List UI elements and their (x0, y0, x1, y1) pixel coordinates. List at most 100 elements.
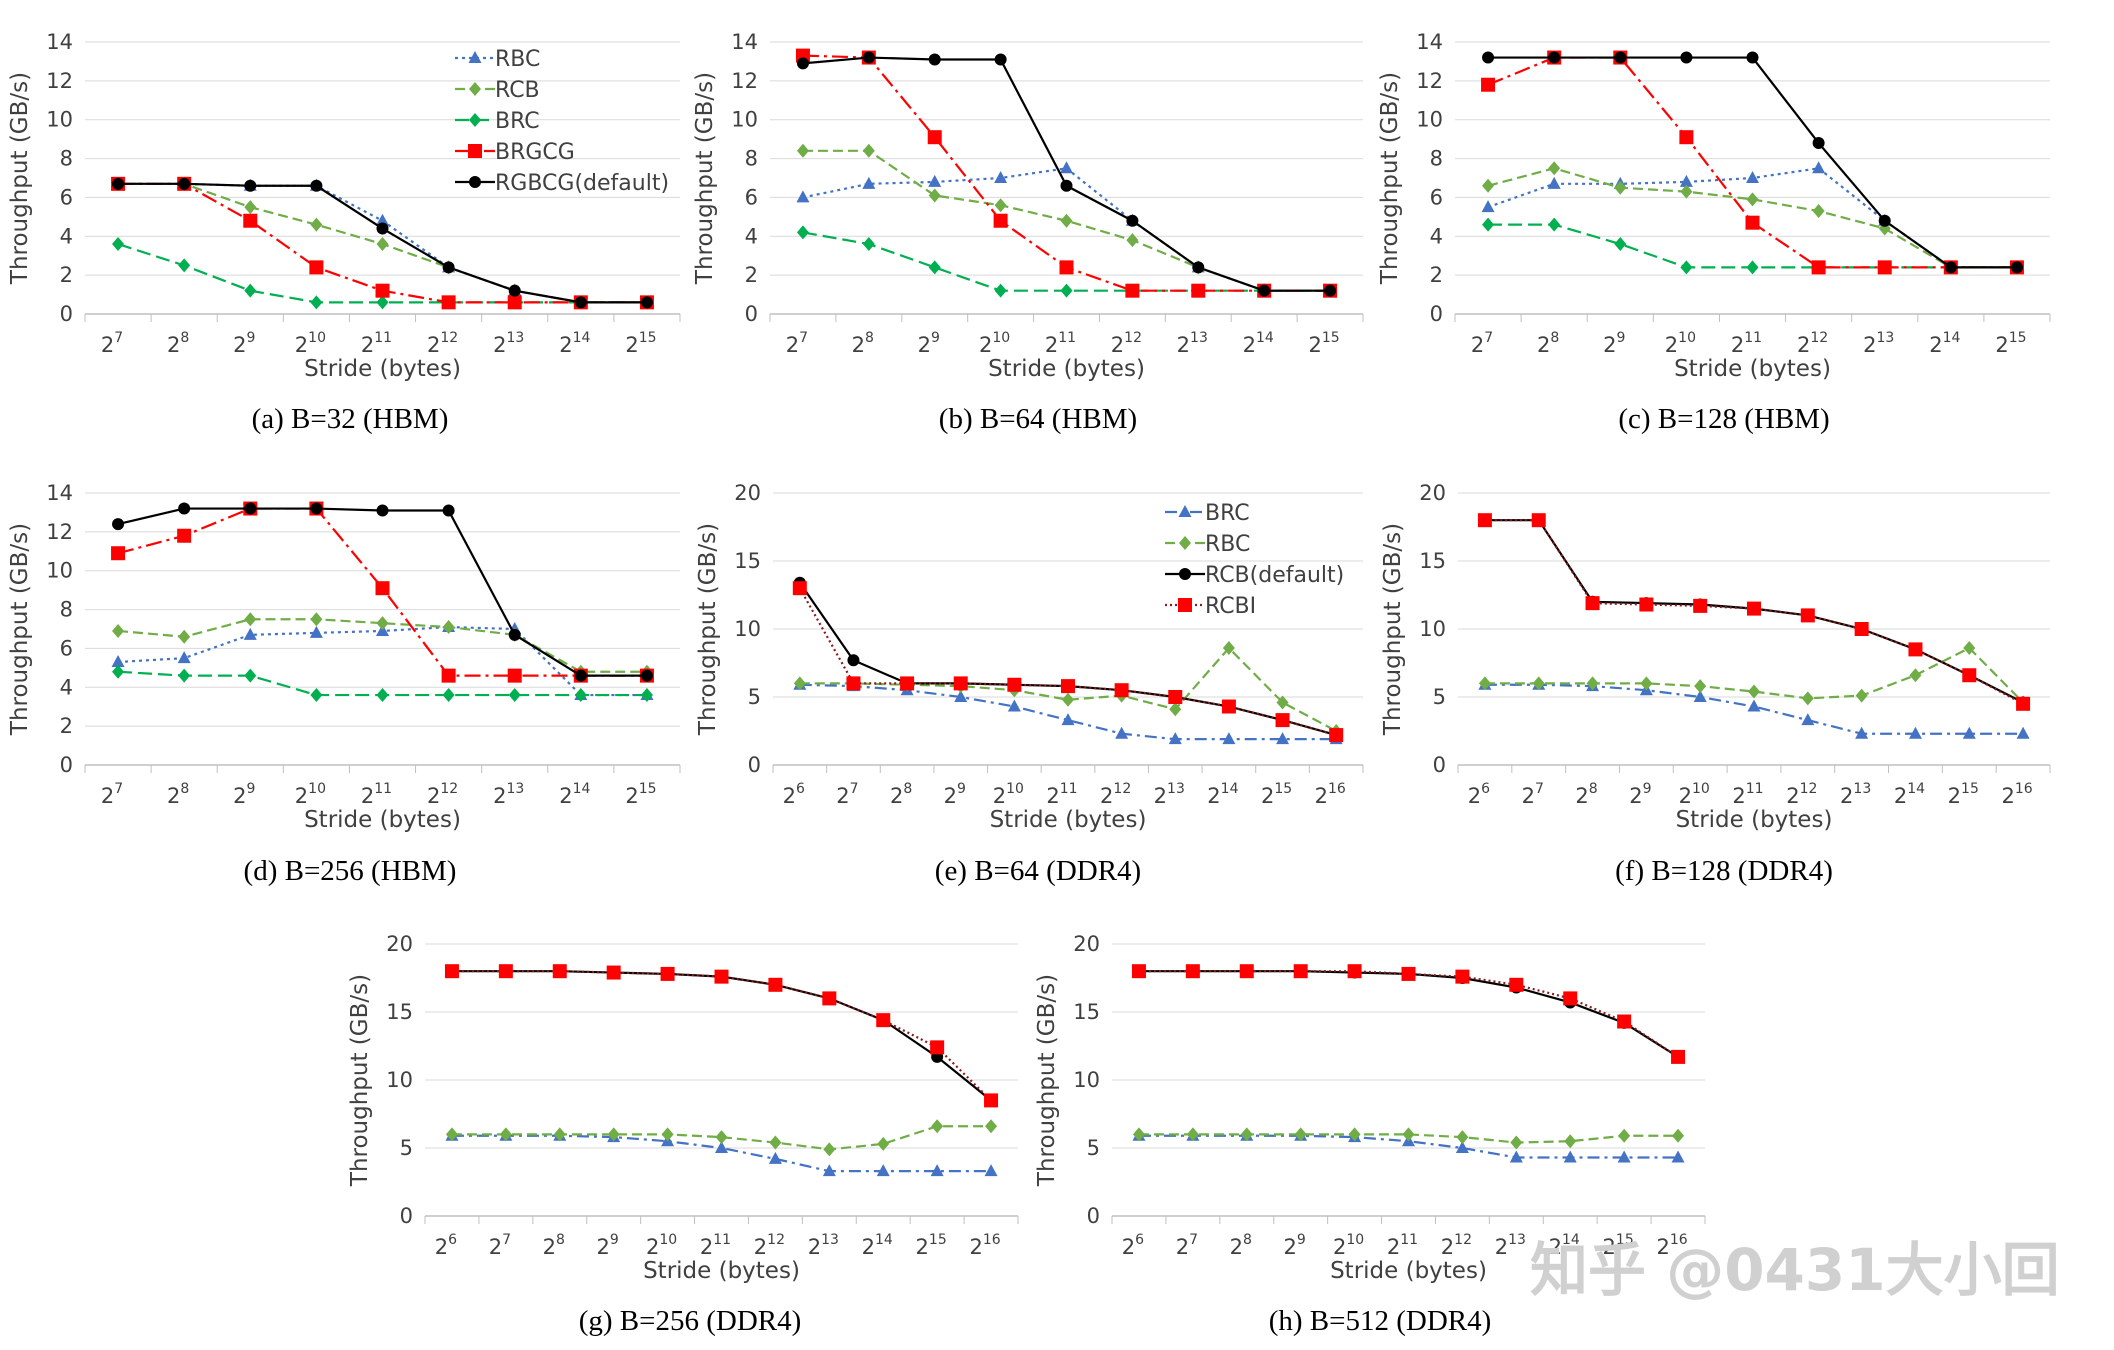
data-point (508, 688, 521, 703)
data-point (1131, 964, 1146, 979)
data-point (1617, 1150, 1631, 1163)
data-point (877, 1136, 890, 1151)
y-tick-label: 8 (1430, 147, 1443, 171)
data-point (112, 177, 125, 190)
x-tick-label: 216 (2001, 781, 2032, 808)
data-point (1812, 161, 1826, 174)
data-point (1060, 179, 1073, 192)
data-point (876, 1013, 891, 1028)
legend-entry: RGBCG(default) (495, 171, 669, 196)
data-point (1294, 1127, 1307, 1142)
y-tick-label: 14 (1416, 30, 1443, 54)
data-point (507, 668, 522, 683)
y-tick-label: 14 (46, 481, 73, 505)
data-point (244, 200, 257, 215)
series-line-rcbi (1484, 519, 2024, 705)
data-point (552, 964, 567, 979)
data-point (2016, 726, 2030, 739)
y-tick-label: 0 (1087, 1204, 1100, 1228)
data-point (112, 623, 125, 638)
data-point (310, 179, 323, 192)
y-tick-label: 6 (60, 185, 73, 209)
y-tick-label: 10 (46, 559, 73, 583)
x-tick-label: 27 (1522, 781, 1544, 808)
series-line-brc (451, 1134, 992, 1173)
x-tick-label: 211 (361, 330, 392, 357)
data-point (768, 977, 783, 992)
x-tick-label: 213 (1495, 1232, 1526, 1259)
x-tick-label: 27 (101, 330, 123, 357)
x-tick-label: 210 (1333, 1232, 1364, 1259)
legend-marker (469, 82, 481, 96)
chart-b: 0 2 4 6 8 10 12 14 27 28 29 210 211 212 213 214 215 Strid… (692, 30, 1364, 435)
y-tick-label: 4 (60, 675, 73, 699)
data-point (1855, 726, 1869, 739)
data-point (177, 528, 192, 543)
data-point (607, 1127, 620, 1142)
series-line-rbc (451, 1125, 992, 1151)
x-tick-label: 214 (1207, 781, 1238, 808)
data-point (792, 581, 807, 596)
data-point (310, 612, 323, 627)
data-point (769, 1135, 782, 1150)
data-point (1061, 713, 1075, 726)
data-point (243, 627, 257, 640)
data-point (111, 546, 126, 561)
x-tick-label: 213 (493, 781, 524, 808)
data-point (310, 217, 323, 232)
y-tick-label: 10 (1416, 108, 1443, 132)
legend-entry: RCBI (1205, 594, 1256, 619)
data-point (1126, 233, 1139, 248)
data-point (993, 213, 1008, 228)
data-point (508, 628, 521, 641)
y-tick-label: 4 (1430, 224, 1443, 248)
y-tick-label: 0 (60, 753, 73, 777)
data-point (1191, 283, 1206, 298)
y-tick-label: 15 (1073, 1000, 1100, 1024)
legend-entry: BRC (495, 109, 540, 134)
x-tick-label: 210 (295, 781, 326, 808)
data-point (1186, 1127, 1199, 1142)
y-tick-label: 10 (1073, 1068, 1100, 1092)
data-point (640, 688, 653, 703)
x-axis-label: Stride (bytes) (988, 356, 1145, 382)
data-point (1477, 513, 1492, 528)
data-point (2010, 261, 2023, 274)
data-point (112, 664, 125, 679)
y-tick-label: 0 (1433, 753, 1446, 777)
data-point (376, 222, 389, 235)
data-point (796, 57, 809, 70)
data-point (1062, 692, 1074, 707)
data-point (553, 1127, 566, 1142)
data-point (1693, 598, 1708, 613)
data-point (1680, 51, 1693, 64)
data-point (1963, 641, 1976, 656)
x-tick-label: 29 (233, 330, 255, 357)
data-point (1855, 688, 1868, 703)
x-tick-label: 216 (1315, 781, 1346, 808)
x-tick-label: 28 (1230, 1232, 1252, 1259)
y-tick-label: 12 (731, 69, 758, 93)
data-point (1007, 677, 1022, 692)
data-point (1748, 684, 1760, 699)
x-tick-label: 212 (754, 1232, 785, 1259)
data-point (2016, 696, 2031, 711)
x-axis-label: Stride (bytes) (1674, 356, 1831, 382)
legend: BRC RBC RCB(default) RCBI (1165, 501, 1344, 619)
data-point (442, 620, 455, 635)
y-tick-label: 10 (1419, 617, 1446, 641)
x-tick-label: 215 (1261, 781, 1292, 808)
data-point (243, 213, 258, 228)
data-point (376, 295, 389, 310)
x-tick-label: 210 (993, 781, 1024, 808)
data-point (768, 1151, 782, 1164)
data-point (1672, 1128, 1685, 1143)
data-point (930, 1164, 944, 1177)
x-tick-label: 215 (1308, 330, 1339, 357)
data-point (862, 143, 875, 158)
data-point (499, 1127, 512, 1142)
x-tick-label: 214 (1894, 781, 1925, 808)
data-point (1801, 713, 1815, 726)
x-tick-label: 26 (1468, 781, 1490, 808)
legend-marker (469, 113, 481, 127)
